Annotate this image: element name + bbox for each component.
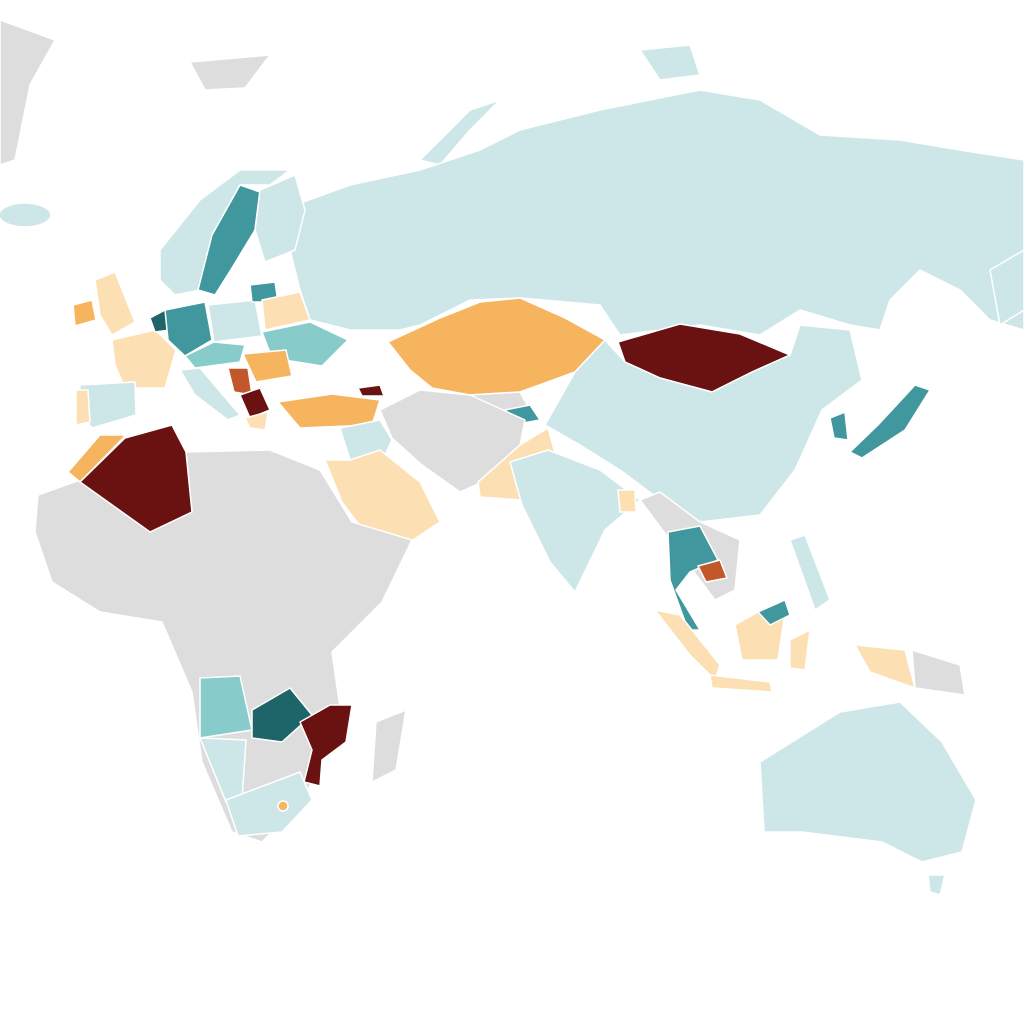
portugal xyxy=(75,389,91,426)
thailand xyxy=(667,525,719,631)
java xyxy=(709,674,773,693)
arctic-islands xyxy=(639,44,701,81)
kamchatka-islands xyxy=(989,249,1024,326)
india xyxy=(509,449,641,593)
united-kingdom xyxy=(94,271,136,336)
greenland xyxy=(0,19,56,166)
korea xyxy=(829,411,849,441)
finland xyxy=(254,174,306,263)
malaysia xyxy=(757,599,791,626)
georgia xyxy=(357,384,385,397)
south-africa xyxy=(225,771,313,837)
cambodia xyxy=(697,559,728,583)
turkey xyxy=(277,393,381,429)
mozambique xyxy=(299,704,353,787)
italy xyxy=(179,367,241,421)
sulawesi xyxy=(789,629,811,671)
svalbard xyxy=(189,54,271,91)
saudi-arabia xyxy=(324,449,441,543)
iceland xyxy=(0,202,52,228)
australia xyxy=(759,701,977,863)
sumatra xyxy=(654,609,721,681)
philippines xyxy=(789,534,831,611)
lesotho xyxy=(277,800,289,812)
algeria xyxy=(79,424,193,533)
papua-new-guinea xyxy=(911,649,966,696)
ireland xyxy=(72,299,97,327)
belarus xyxy=(261,291,311,331)
madagascar xyxy=(371,709,407,783)
romania xyxy=(242,349,293,383)
russia xyxy=(289,89,1024,336)
tasmania xyxy=(927,874,946,896)
germany xyxy=(164,301,213,357)
bangladesh xyxy=(617,489,637,513)
morocco xyxy=(67,434,127,483)
japan xyxy=(849,384,931,459)
zambia xyxy=(251,687,313,743)
poland xyxy=(207,299,263,343)
bulgaria-region xyxy=(239,387,271,419)
greece xyxy=(244,411,269,431)
